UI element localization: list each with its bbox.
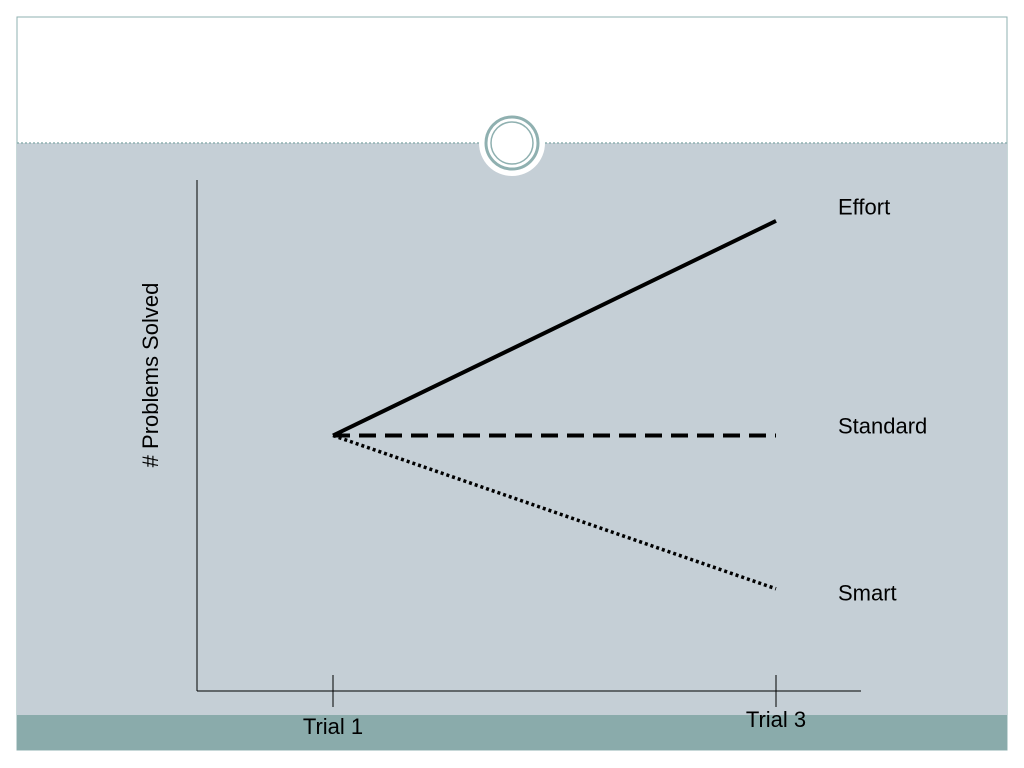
ornament-inner — [490, 121, 534, 165]
y-axis-label: # Problems Solved — [138, 283, 163, 468]
x-tick-label: Trial 1 — [303, 714, 363, 739]
series-label: Standard — [838, 413, 927, 438]
footer-band — [17, 715, 1007, 750]
series-line — [332, 219, 777, 438]
content-panel — [17, 143, 1007, 715]
series-line — [332, 433, 777, 591]
series-label: Smart — [838, 581, 897, 606]
x-tick-label: Trial 3 — [746, 707, 806, 732]
series-label: Effort — [838, 195, 890, 220]
ornament-ring — [484, 115, 540, 171]
